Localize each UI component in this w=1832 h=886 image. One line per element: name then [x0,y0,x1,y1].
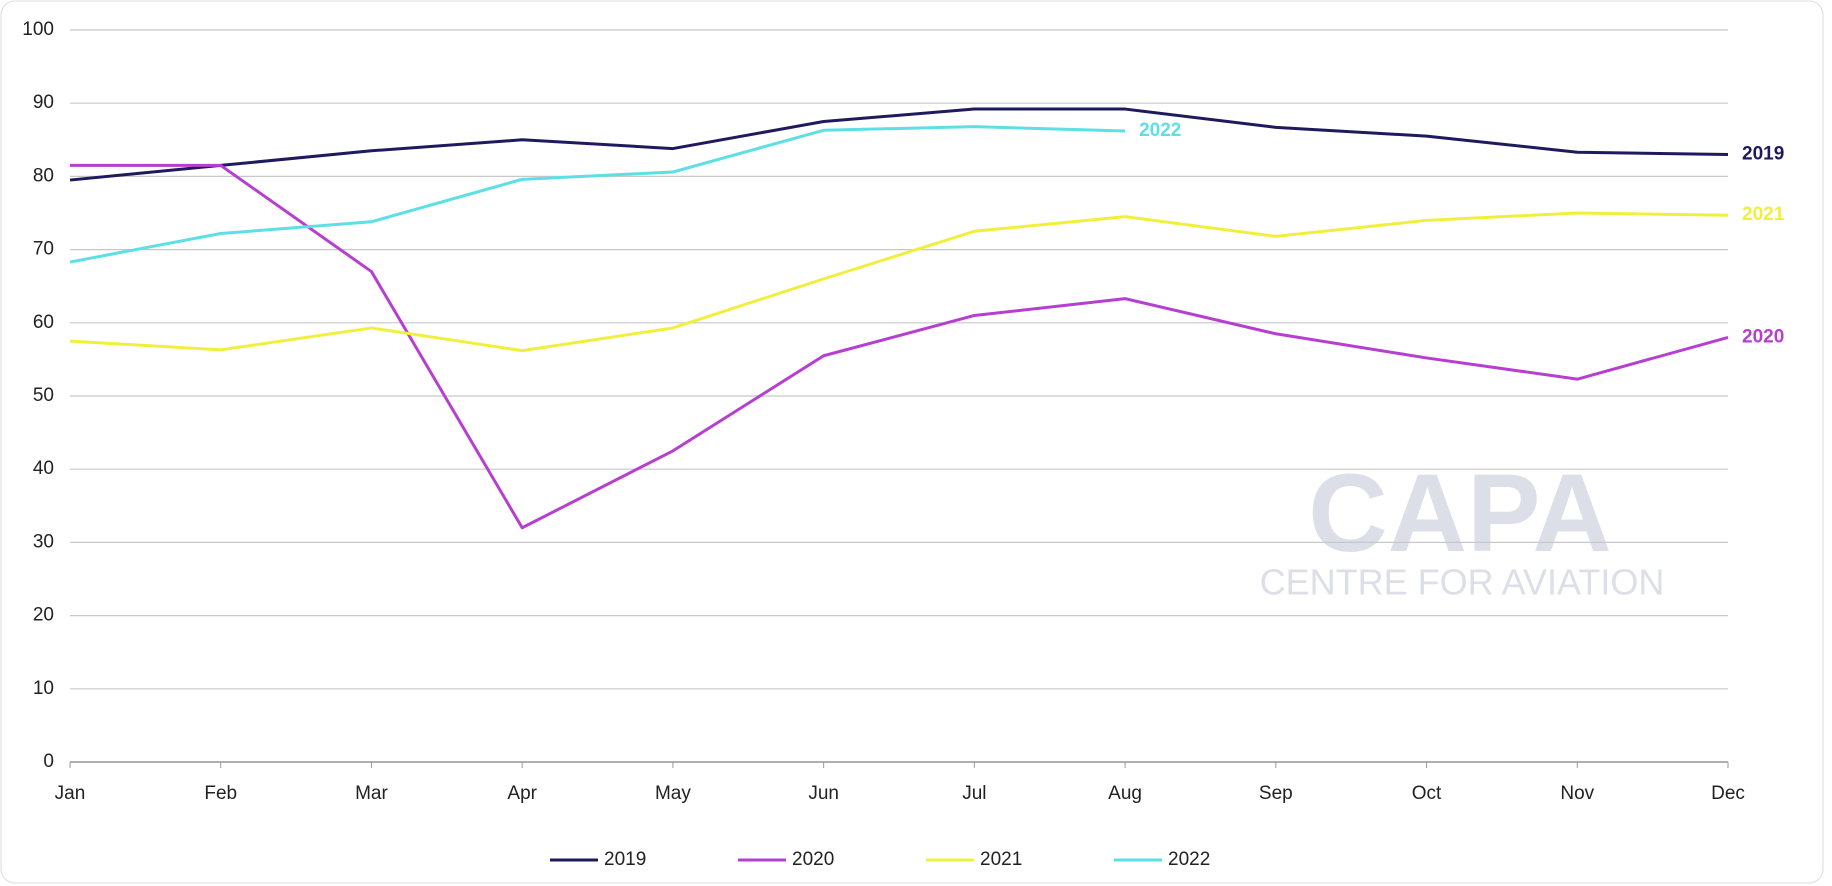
y-tick-label: 60 [33,312,54,333]
y-tick-label: 0 [43,751,54,772]
x-tick-label: Dec [1711,783,1745,804]
y-tick-label: 100 [22,19,54,40]
y-tick-label: 20 [33,605,54,626]
y-tick-label: 70 [33,239,54,260]
watermark-title: CAPA [1308,452,1612,575]
series-end-label: 2021 [1742,204,1785,225]
series-line [69,107,1729,182]
x-tick-label: Jan [55,783,86,804]
x-tick-label: Oct [1412,783,1442,804]
series-line [70,163,1729,530]
y-tick-label: 80 [33,165,54,186]
x-tick-label: Feb [204,783,237,804]
series-end-label: 2020 [1742,326,1784,347]
y-tick-label: 40 [33,458,54,479]
x-tick-label: Apr [507,783,537,804]
legend-label: 2022 [1168,849,1210,870]
y-tick-label: 90 [33,92,54,113]
x-tick-label: Aug [1108,783,1142,804]
series-end-label: 2019 [1742,143,1784,164]
legend-label: 2019 [604,849,646,870]
series-line [69,125,1126,264]
legend-label: 2020 [792,849,834,870]
legend-label: 2021 [980,849,1022,870]
x-tick-label: May [655,783,691,804]
x-tick-label: Mar [355,783,388,804]
y-tick-label: 10 [33,678,54,699]
x-tick-label: Jun [808,783,839,804]
watermark-subtitle: CENTRE FOR AVIATION [1260,562,1665,603]
y-tick-label: 50 [33,385,54,406]
series-end-label: 2022 [1139,120,1181,141]
x-tick-label: Jul [962,783,986,804]
series-line [69,211,1729,353]
x-tick-label: Nov [1560,783,1594,804]
y-tick-label: 30 [33,531,54,552]
x-tick-label: Sep [1259,783,1293,804]
